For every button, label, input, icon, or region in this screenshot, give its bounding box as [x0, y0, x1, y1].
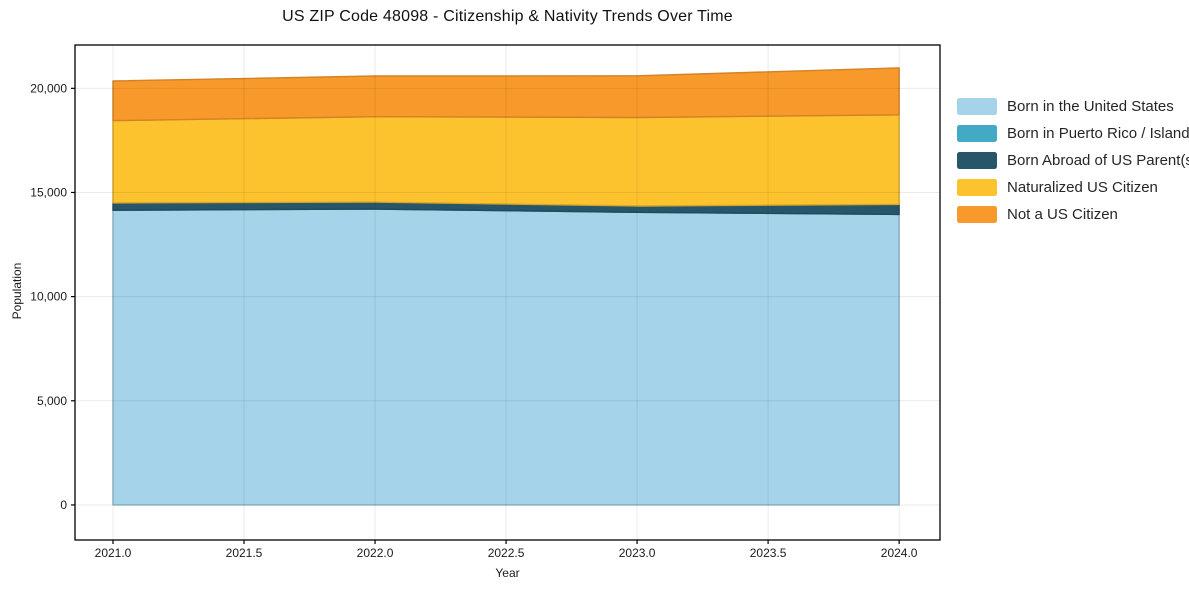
legend-swatch-not-a-us-citizen	[957, 206, 997, 223]
legend-label: Born Abroad of US Parent(s)	[1007, 152, 1189, 169]
y-tick-label: 0	[60, 498, 67, 512]
x-tick-label: 2022.0	[357, 546, 394, 560]
legend-item-born-in-puerto-rico-islands: Born in Puerto Rico / Islands	[957, 120, 1189, 147]
y-tick-label: 5,000	[37, 394, 67, 408]
area-layers	[112, 67, 900, 506]
x-axis: 2021.0 2021.5 2022.0 2022.5 2023.0 2023.5 2024…	[95, 540, 918, 560]
legend-item-born-in-the-united-states: Born in the United States	[957, 93, 1189, 120]
legend-swatch-born-in-the-united-states	[957, 98, 997, 115]
legend-item-born-abroad-of-us-parent-s: Born Abroad of US Parent(s)	[957, 147, 1189, 174]
legend-label: Born in the United States	[1007, 98, 1174, 115]
x-tick-label: 2021.0	[95, 546, 132, 560]
y-tick-label: 20,000	[30, 81, 67, 95]
legend-swatch-born-in-puerto-rico-islands	[957, 125, 997, 142]
x-axis-label: Year	[495, 566, 520, 580]
x-tick-label: 2024.0	[881, 546, 918, 560]
legend-item-naturalized-us-citizen: Naturalized US Citizen	[957, 174, 1189, 201]
x-tick-label: 2022.5	[488, 546, 525, 560]
area-not-a-us-citizen	[112, 67, 900, 122]
grid-lines	[75, 45, 940, 540]
legend: Born in the United States Born in Puerto …	[957, 93, 1189, 228]
x-tick-label: 2021.5	[226, 546, 263, 560]
legend-label: Naturalized US Citizen	[1007, 179, 1158, 196]
legend-label: Born in Puerto Rico / Islands	[1007, 125, 1189, 142]
y-tick-label: 15,000	[30, 185, 67, 199]
legend-swatch-naturalized-us-citizen	[957, 179, 997, 196]
y-tick-label: 10,000	[30, 290, 67, 304]
x-tick-label: 2023.0	[619, 546, 656, 560]
plot-border	[74, 44, 941, 541]
legend-swatch-born-abroad-of-us-parent-s	[957, 152, 997, 169]
chart-title: US ZIP Code 48098 - Citizenship & Nativi…	[282, 8, 733, 25]
legend-item-not-a-us-citizen: Not a US Citizen	[957, 201, 1189, 228]
x-tick-label: 2023.5	[750, 546, 787, 560]
y-axis: 0 5,000 10,000 15,000 20,000	[30, 81, 75, 512]
legend-label: Not a US Citizen	[1007, 206, 1118, 223]
